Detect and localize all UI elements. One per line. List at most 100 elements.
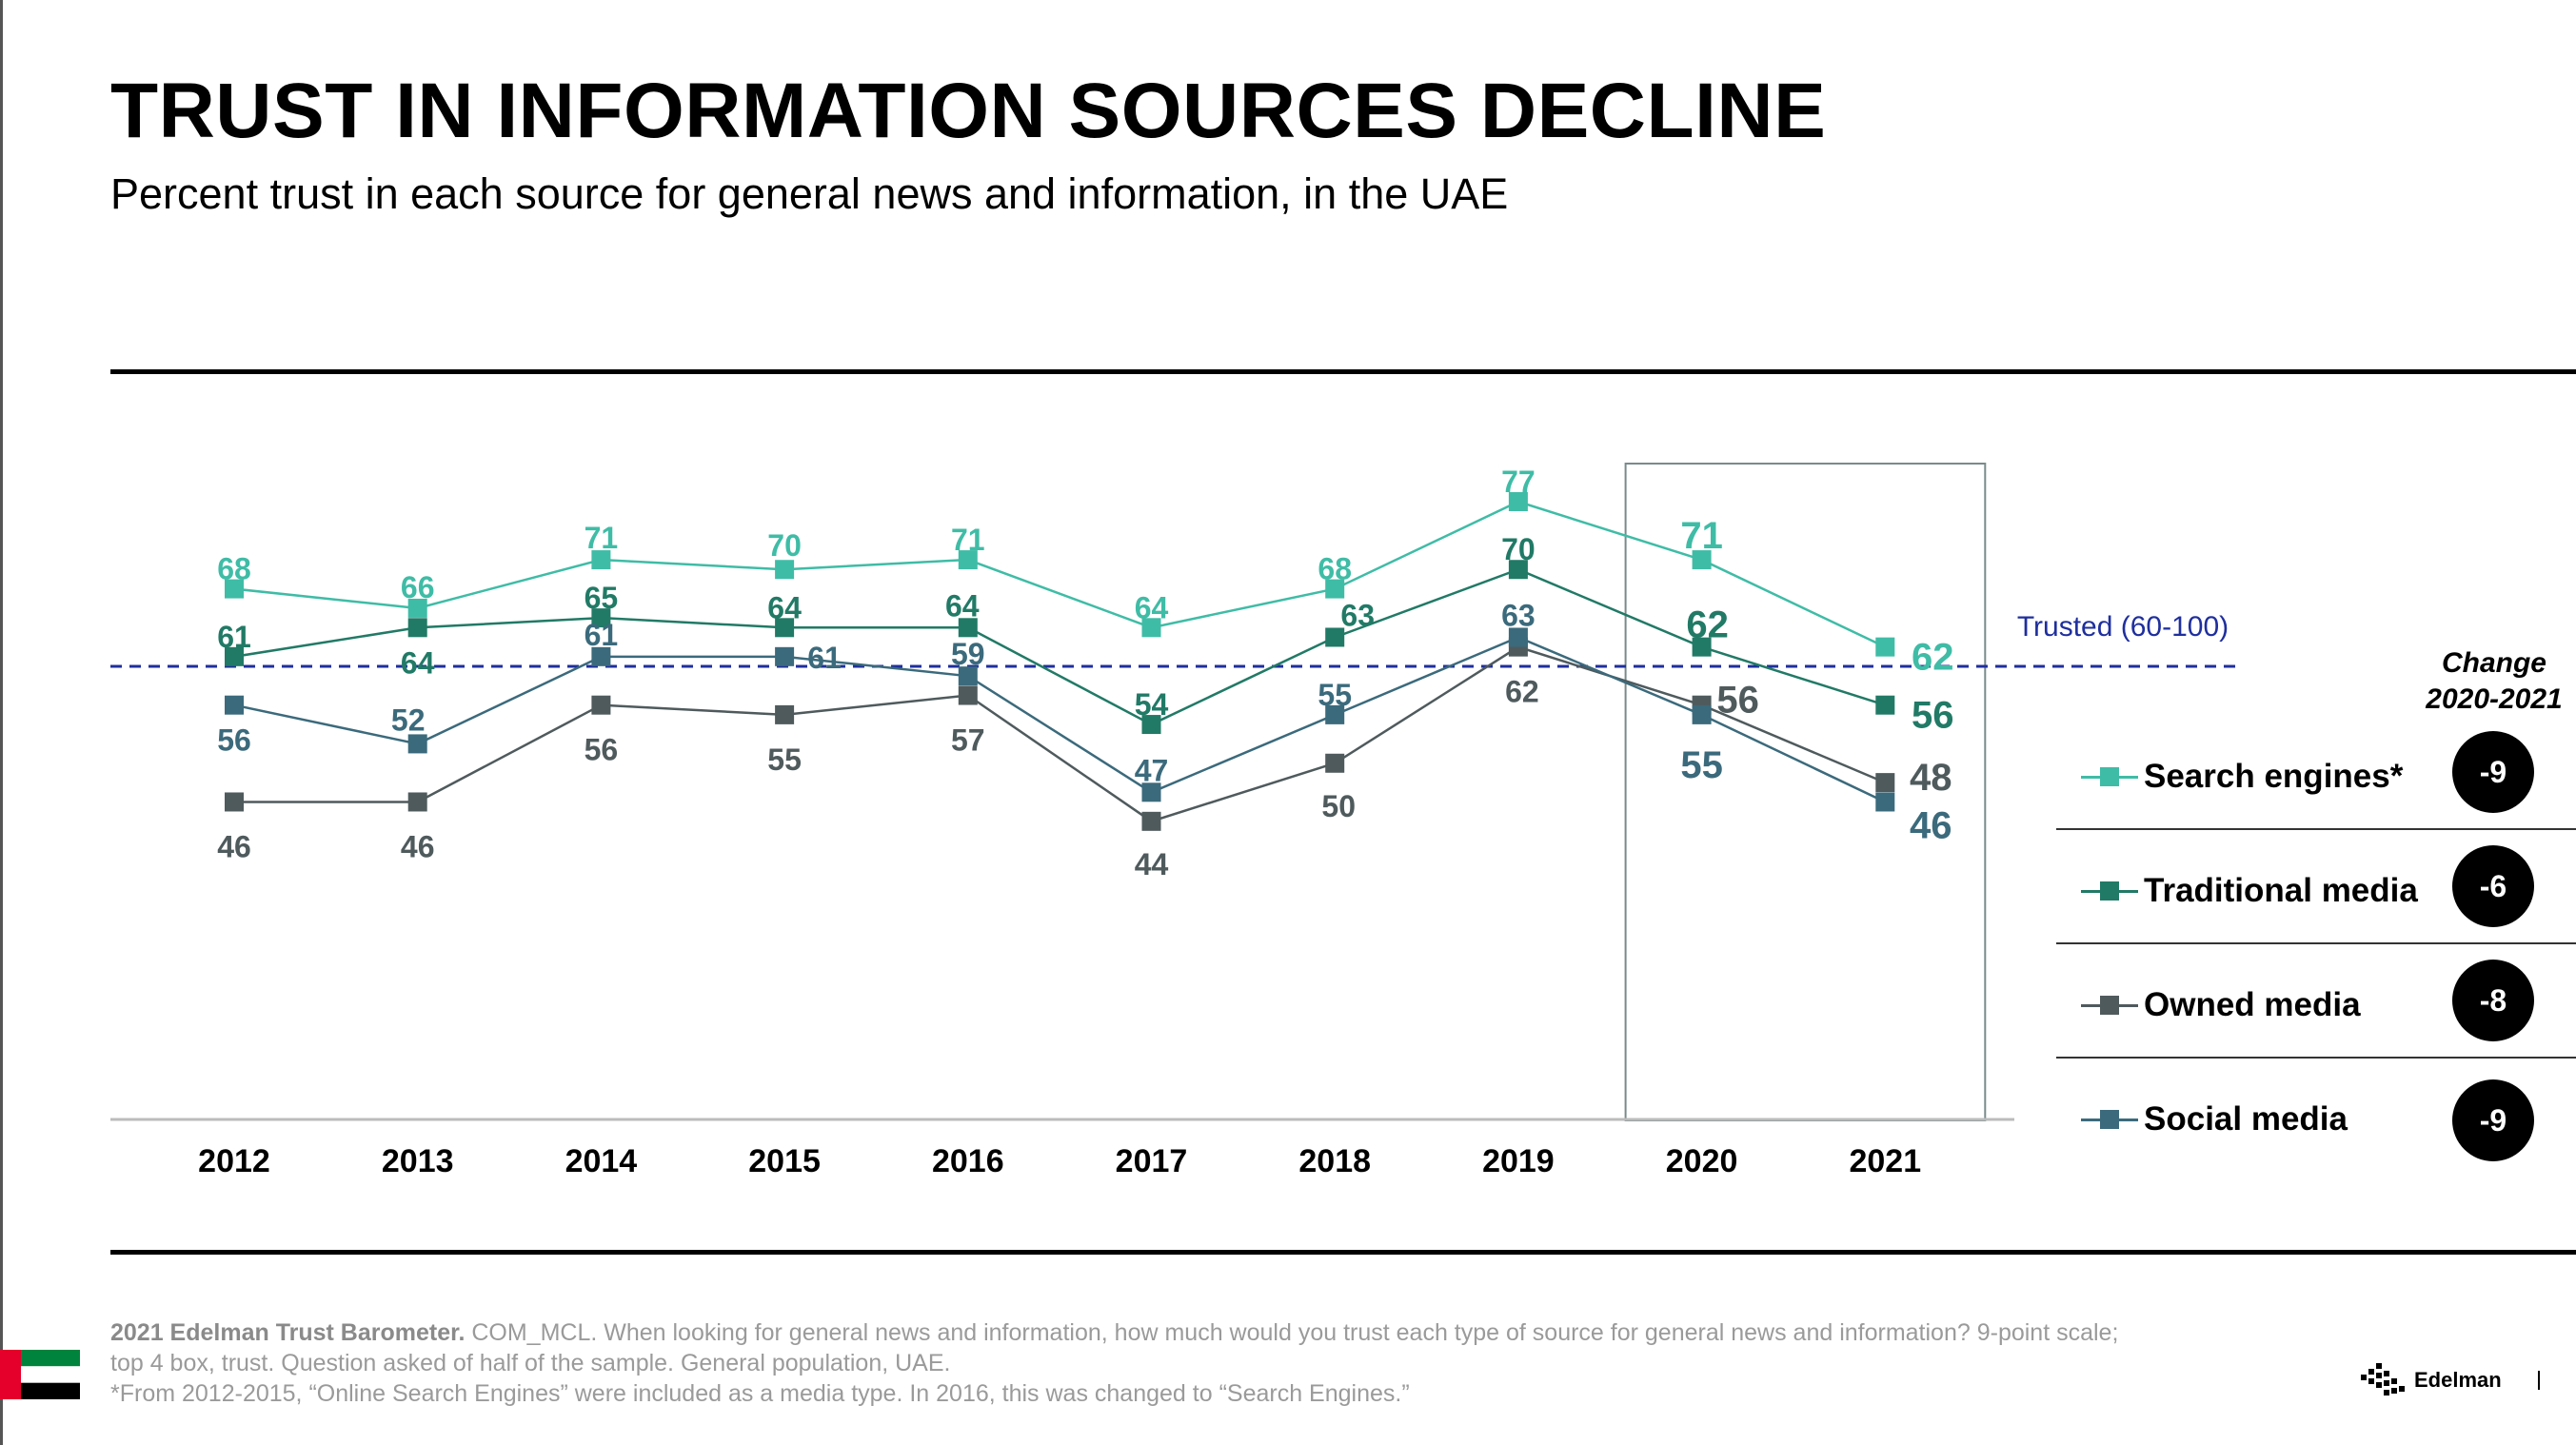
footnote-line3: *From 2012-2015, “Online Search Engines”…: [110, 1380, 1410, 1407]
data-point-search-engines: [1508, 492, 1528, 511]
x-tick-label: 2019: [1482, 1143, 1555, 1179]
data-point-social-media: [225, 695, 244, 715]
data-label-owned-media: 46: [217, 829, 251, 863]
legend-marker-search-engines: [2081, 767, 2138, 786]
data-label-owned-media: 56: [1716, 680, 1759, 722]
data-point-owned-media: [1141, 811, 1161, 831]
footnote-line1: 2021 Edelman Trust Barometer. COM_MCL. W…: [110, 1317, 2300, 1348]
data-point-traditional-media: [591, 608, 611, 628]
data-label-social-media: 55: [1318, 678, 1352, 712]
footnote-question: COM_MCL. When looking for general news a…: [471, 1319, 2119, 1346]
data-point-traditional-media: [1508, 560, 1528, 580]
data-label-traditional-media: 63: [1340, 598, 1375, 632]
data-label-owned-media: 56: [585, 733, 619, 767]
uae-flag-icon: [0, 1350, 80, 1399]
data-point-search-engines: [1141, 618, 1161, 638]
data-label-social-media: 59: [951, 637, 985, 671]
data-point-social-media: [591, 646, 611, 666]
data-point-traditional-media: [1875, 695, 1895, 715]
data-label-search-engines: 68: [217, 552, 251, 586]
data-point-owned-media: [225, 792, 244, 812]
data-label-traditional-media: 64: [401, 645, 435, 680]
footnote-line2: top 4 box, trust. Question asked of half…: [110, 1350, 951, 1376]
legend-marker-traditional-media: [2081, 881, 2138, 901]
data-point-owned-media: [1325, 753, 1345, 773]
data-point-traditional-media: [958, 618, 978, 638]
chart-title: TRUST IN INFORMATION SOURCES DECLINE: [110, 68, 1827, 154]
change-badge-search-engines: -9: [2452, 731, 2534, 813]
data-label-social-media: 52: [391, 703, 426, 737]
legend-item-traditional-media: Traditional media: [2081, 862, 2452, 920]
edelman-logo-icon: [2361, 1363, 2405, 1396]
data-label-owned-media: 55: [767, 742, 802, 777]
legend-separator: [2056, 1057, 2576, 1059]
legend-label-traditional-media: Traditional media: [2144, 872, 2418, 909]
data-label-social-media: 61: [585, 618, 619, 652]
slide-left-edge: [0, 0, 3, 1445]
data-point-owned-media: [591, 695, 611, 715]
data-point-search-engines: [225, 579, 244, 599]
data-point-social-media: [1875, 792, 1895, 812]
data-point-social-media: [775, 646, 795, 666]
x-tick-label: 2020: [1666, 1143, 1738, 1179]
data-point-social-media: [1141, 782, 1161, 802]
data-point-social-media: [1508, 627, 1528, 647]
data-label-owned-media: 46: [401, 829, 435, 863]
legend-separator: [2056, 828, 2576, 830]
change-badge-social-media: -9: [2452, 1079, 2534, 1161]
data-label-traditional-media: 61: [217, 620, 251, 654]
legend-item-search-engines: Search engines*: [2081, 748, 2452, 805]
legend-separator: [2056, 942, 2576, 944]
data-point-owned-media: [1875, 773, 1895, 793]
data-label-owned-media: 50: [1321, 789, 1356, 823]
data-point-traditional-media: [1692, 637, 1712, 657]
data-label-search-engines: 64: [1135, 590, 1169, 624]
data-label-social-media: 61: [807, 641, 842, 675]
data-label-social-media: 46: [1910, 804, 1952, 846]
data-label-search-engines: 77: [1501, 465, 1536, 499]
data-label-owned-media: 48: [1910, 757, 1952, 799]
data-point-search-engines: [958, 550, 978, 570]
change-header: Change 2020-2021: [2399, 645, 2576, 718]
data-label-traditional-media: 64: [945, 588, 980, 623]
data-point-search-engines: [1692, 550, 1712, 570]
data-point-social-media: [1692, 704, 1712, 724]
data-label-social-media: 47: [1135, 753, 1169, 787]
data-label-traditional-media: 64: [767, 590, 802, 624]
legend-marker-social-media: [2081, 1110, 2138, 1129]
data-label-owned-media: 62: [1505, 675, 1539, 709]
data-point-traditional-media: [225, 646, 244, 666]
x-tick-label: 2013: [382, 1143, 454, 1179]
data-label-search-engines: 71: [585, 521, 619, 555]
x-tick-label: 2018: [1298, 1143, 1371, 1179]
change-header-line1: Change: [2441, 647, 2546, 679]
series-line-traditional-media: [233, 567, 1886, 726]
legend-label-social-media: Social media: [2144, 1100, 2348, 1138]
data-label-owned-media: 44: [1135, 847, 1169, 881]
data-label-search-engines: 62: [1912, 637, 1954, 679]
trusted-reference-label: Trusted (60-100): [2017, 611, 2229, 643]
data-point-traditional-media: [775, 618, 795, 638]
data-label-traditional-media: 65: [585, 581, 619, 615]
data-point-social-media: [1325, 704, 1345, 724]
chart-subtitle: Percent trust in each source for general…: [110, 169, 1509, 218]
change-header-line2: 2020-2021: [2426, 683, 2563, 715]
change-badge-owned-media: -8: [2452, 960, 2534, 1041]
bottom-divider: [110, 1250, 2576, 1255]
x-tick-label: 2015: [748, 1143, 821, 1179]
top-divider: [110, 369, 2576, 374]
footnote-source: 2021 Edelman Trust Barometer.: [110, 1319, 466, 1346]
footnote: 2021 Edelman Trust Barometer. COM_MCL. W…: [110, 1317, 2300, 1409]
data-point-search-engines: [775, 560, 795, 580]
x-tick-label: 2016: [932, 1143, 1004, 1179]
data-label-traditional-media: 70: [1501, 532, 1536, 566]
data-point-search-engines: [1325, 579, 1345, 599]
data-label-search-engines: 71: [951, 523, 985, 557]
data-point-owned-media: [775, 704, 795, 724]
legend-item-social-media: Social media: [2081, 1091, 2452, 1148]
legend-marker-owned-media: [2081, 996, 2138, 1015]
legend-item-owned-media: Owned media: [2081, 977, 2452, 1034]
data-label-search-engines: 68: [1318, 552, 1352, 586]
data-label-search-engines: 70: [767, 528, 802, 563]
